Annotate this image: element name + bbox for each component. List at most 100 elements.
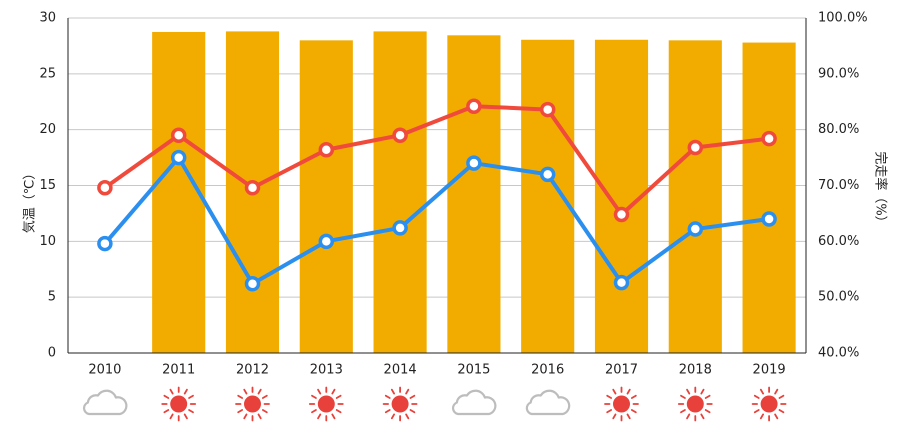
sun-ray: [686, 413, 691, 420]
sun-ray: [778, 394, 785, 399]
sun-ray: [409, 394, 416, 399]
sun-ray: [183, 413, 188, 420]
bar: [668, 40, 722, 353]
series-point: [97, 235, 113, 252]
x-tick-label: 2011: [162, 363, 195, 378]
series-point: [466, 98, 482, 114]
sun-ray: [686, 388, 691, 395]
sun-disc: [170, 395, 188, 413]
sun-ray: [311, 394, 317, 399]
right-tick-label: 60.0%: [818, 234, 859, 249]
sun-ray: [384, 409, 391, 414]
right-tick-label: 40.0%: [818, 346, 859, 361]
sun-icon: [604, 386, 639, 422]
sun-ray: [680, 409, 686, 414]
sun-disc: [317, 395, 335, 413]
x-tick-label: 2010: [88, 363, 121, 378]
sun-ray: [163, 394, 170, 399]
bar: [742, 42, 796, 354]
sun-ray: [704, 409, 711, 414]
bar: [521, 39, 575, 354]
sun-disc: [760, 395, 778, 413]
sun-ray: [261, 394, 268, 399]
sun-icon: [677, 386, 713, 422]
sun-ray: [700, 413, 705, 420]
left-tick-label: 20: [39, 122, 56, 137]
sun-disc: [613, 395, 630, 413]
sun-ray: [680, 394, 686, 399]
sun-disc: [686, 395, 704, 413]
sun-ray: [626, 388, 631, 395]
sun-ray: [612, 388, 617, 395]
cloud-shape: [82, 389, 128, 416]
series-point: [170, 149, 187, 166]
sun-ray: [405, 413, 410, 420]
sun-ray: [237, 394, 244, 399]
left-tick-label: 10: [39, 234, 56, 249]
sun-ray: [704, 394, 711, 399]
left-axis-title: 気温（℃）: [22, 167, 38, 234]
sun-ray: [405, 388, 410, 395]
right-tick-label: 50.0%: [818, 290, 859, 305]
sun-ray: [188, 409, 194, 414]
sun-ray: [261, 409, 268, 414]
x-tick-label: 2019: [753, 363, 786, 378]
series-point: [761, 130, 777, 147]
series-point: [613, 206, 630, 223]
sun-icon: [161, 386, 197, 422]
right-tick-label: 100.0%: [818, 11, 868, 26]
sun-ray: [331, 388, 336, 395]
sun-ray: [759, 388, 764, 395]
sun-ray: [188, 394, 194, 399]
bar: [447, 35, 501, 353]
sun-ray: [753, 409, 760, 414]
x-tick-label: 2012: [236, 363, 269, 378]
cloud-icon: [451, 389, 497, 416]
x-tick-label: 2017: [605, 363, 638, 378]
series-point: [466, 155, 482, 171]
series-point: [170, 127, 187, 143]
sun-ray: [335, 409, 342, 414]
series-point: [687, 221, 704, 237]
x-tick-label: 2014: [384, 363, 417, 378]
series-point: [539, 101, 556, 118]
sun-ray: [384, 394, 391, 399]
left-tick-label: 0: [48, 346, 56, 361]
x-tick-label: 2016: [531, 363, 564, 378]
axes: [67, 18, 807, 354]
sun-icon: [382, 386, 418, 422]
sun-ray: [753, 394, 760, 399]
left-tick-label: 25: [39, 66, 56, 81]
sun-ray: [243, 413, 248, 420]
series-point: [613, 274, 630, 291]
sun-ray: [606, 409, 613, 414]
sun-disc: [244, 395, 261, 413]
series-point: [244, 179, 261, 196]
series-line: [102, 104, 772, 217]
x-axis-ticks: 2010 2011 2012 2013 2014 2015 2016 2017 2018 2019: [88, 363, 785, 378]
sun-disc: [391, 395, 409, 413]
left-tick-label: 30: [39, 11, 56, 26]
sun-ray: [331, 413, 336, 420]
weather-icons: [82, 386, 787, 422]
sun-ray: [311, 409, 317, 414]
right-tick-label: 70.0%: [818, 178, 859, 193]
sun-ray: [257, 388, 262, 395]
sun-ray: [390, 413, 396, 420]
sun-icon: [308, 386, 344, 422]
right-tick-label: 80.0%: [818, 122, 859, 137]
sun-ray: [169, 413, 174, 420]
series-point: [392, 220, 408, 236]
series-point: [761, 211, 777, 227]
bar: [299, 40, 353, 353]
sun-ray: [630, 409, 637, 414]
series-point: [318, 233, 335, 250]
sun-ray: [700, 388, 705, 395]
sun-ray: [183, 388, 188, 395]
right-axis-title: 完走率（%）: [873, 151, 889, 228]
x-tick-label: 2013: [310, 363, 343, 378]
sun-ray: [257, 413, 262, 420]
sun-ray: [606, 394, 613, 399]
